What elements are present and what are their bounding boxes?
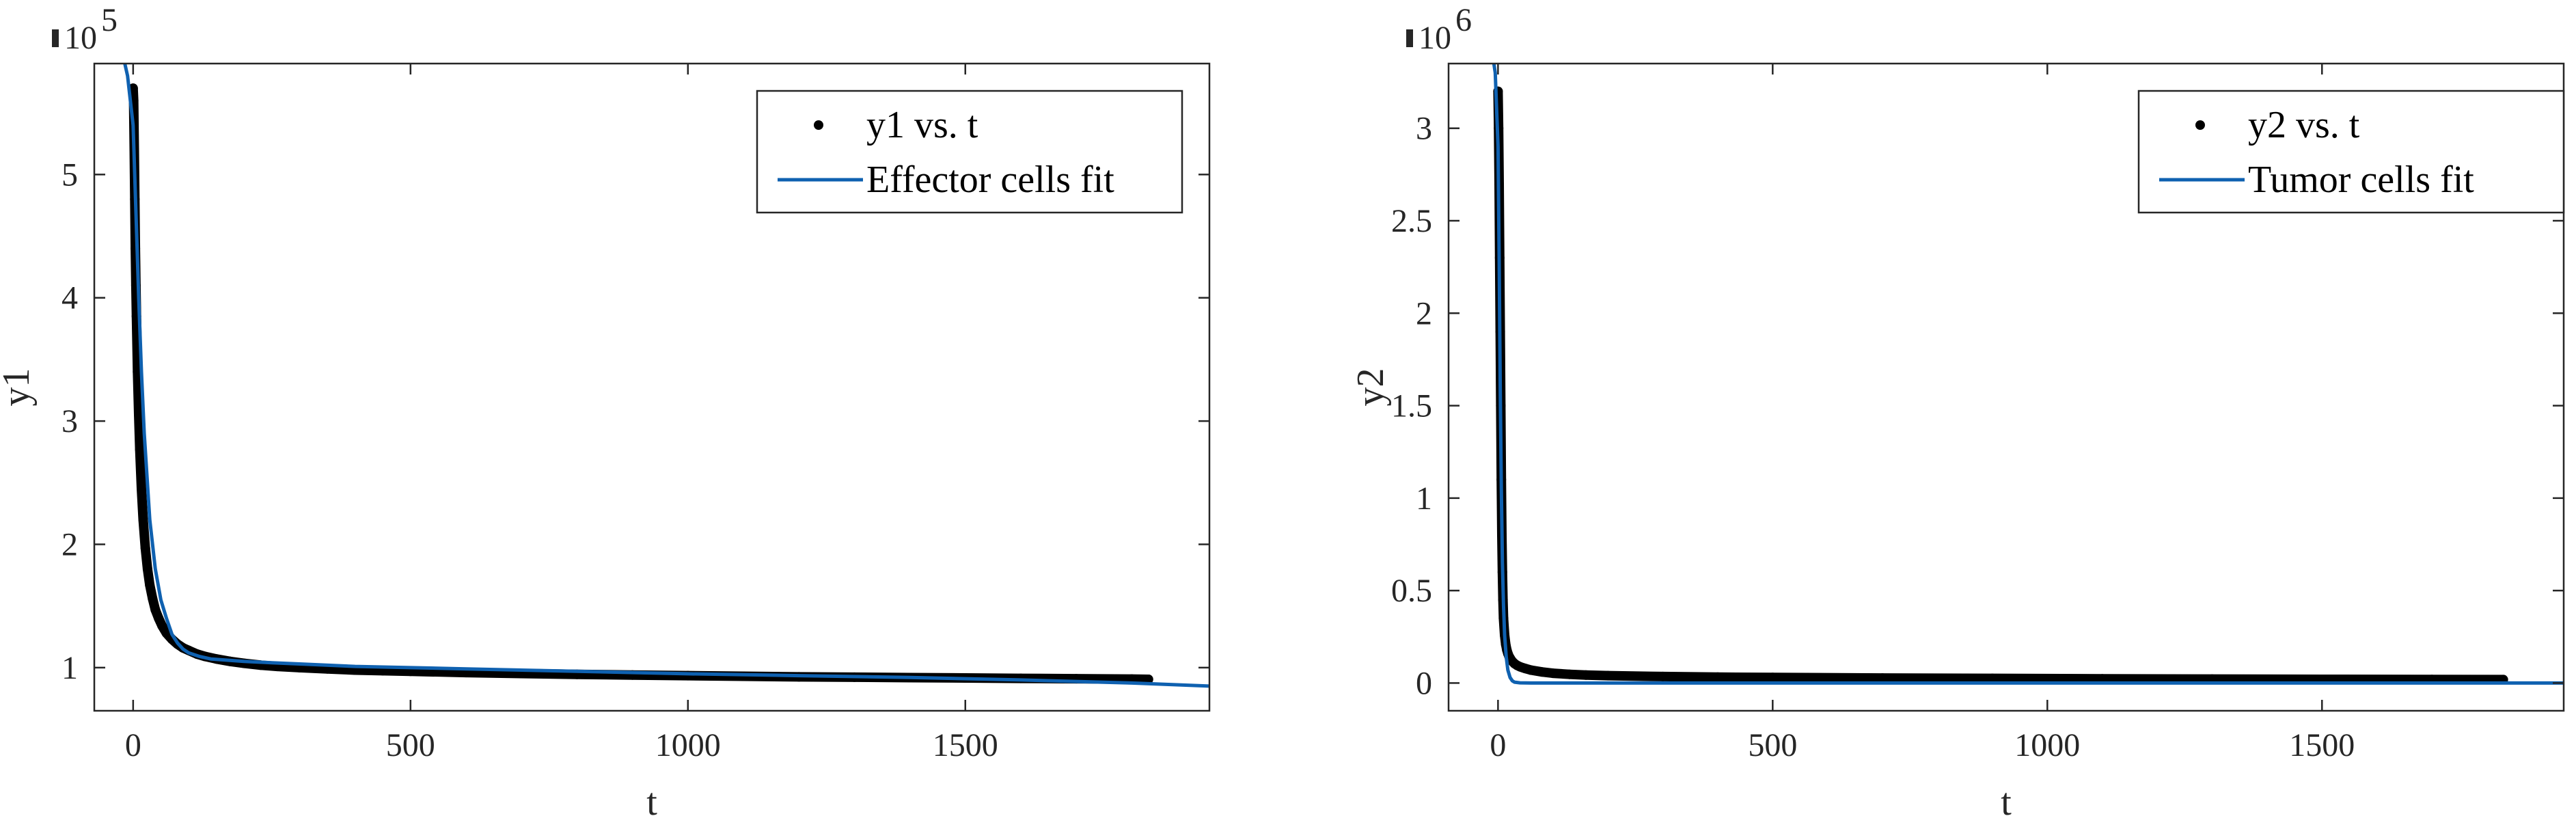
plot-data-layer bbox=[123, 64, 1209, 688]
x-axis-label: t bbox=[2001, 781, 2012, 824]
legend-label-fit: Effector cells fit bbox=[866, 159, 1114, 201]
fit-line bbox=[1492, 64, 2564, 685]
legend: y2 vs. t Tumor cells fit bbox=[2137, 90, 2565, 214]
legend-label-points: y2 vs. t bbox=[2248, 104, 2360, 146]
y-tick-label: 1.5 bbox=[1391, 388, 1432, 424]
y-exponent-base: 10 bbox=[64, 20, 97, 56]
axes-box bbox=[1447, 62, 2565, 712]
legend-marker-points bbox=[814, 120, 823, 130]
data-point bbox=[145, 580, 155, 590]
tick-layer: 0 500 1000 1500 1 2 3 4 5 bbox=[61, 64, 1209, 763]
y-axis-label: y1 bbox=[0, 368, 38, 407]
legend-box bbox=[2137, 90, 2565, 214]
data-point bbox=[1712, 672, 1723, 682]
plot-data-layer bbox=[1492, 64, 2564, 685]
y-tick-label: 5 bbox=[61, 157, 78, 193]
x-tick-label: 500 bbox=[386, 727, 435, 763]
x-tick-label: 0 bbox=[125, 727, 141, 763]
data-point bbox=[1526, 665, 1536, 675]
data-point bbox=[1603, 670, 1613, 681]
effector-cells-plot: 0 500 1000 1500 1 2 3 4 5 10 5 t y1 y1 vs. t Eff… bbox=[0, 2, 1211, 824]
x-tick-label: 0 bbox=[1490, 727, 1506, 763]
data-point bbox=[150, 605, 161, 615]
data-point bbox=[148, 593, 158, 603]
data-point bbox=[1987, 673, 1997, 683]
data-point bbox=[140, 543, 150, 553]
fit-line bbox=[123, 64, 1209, 688]
exponent-marker bbox=[52, 29, 59, 47]
x-tick-label: 500 bbox=[1748, 727, 1797, 763]
x-axis-label: t bbox=[646, 781, 657, 824]
y-tick-label: 3 bbox=[61, 403, 78, 439]
y-exponent-power: 6 bbox=[1455, 2, 1472, 38]
legend-label-points: y1 vs. t bbox=[866, 104, 978, 146]
data-point bbox=[142, 564, 152, 574]
data-point bbox=[1564, 669, 1574, 679]
data-point bbox=[157, 621, 167, 631]
data-point bbox=[161, 628, 172, 638]
data-point bbox=[1658, 671, 1668, 681]
data-point bbox=[1143, 675, 1153, 684]
legend-box bbox=[756, 90, 1183, 214]
data-point bbox=[138, 515, 148, 525]
x-tick-label: 1500 bbox=[2289, 727, 2355, 763]
y-tick-label: 1 bbox=[61, 650, 78, 686]
data-point bbox=[1537, 667, 1547, 677]
y-tick-label: 3 bbox=[1416, 111, 1432, 147]
y-tick-label: 2.5 bbox=[1391, 203, 1432, 239]
y-tick-label: 0 bbox=[1416, 665, 1432, 701]
data-point bbox=[1768, 672, 1778, 683]
data-point bbox=[1548, 668, 1558, 679]
data-point bbox=[154, 613, 164, 623]
axes-box bbox=[93, 62, 1211, 712]
x-tick-label: 1000 bbox=[655, 727, 721, 763]
y-tick-label: 1 bbox=[1416, 480, 1432, 517]
y-exponent-power: 5 bbox=[101, 2, 118, 38]
data-point bbox=[137, 484, 146, 494]
y-tick-label: 2 bbox=[1416, 295, 1432, 331]
tumor-cells-plot: 0 500 1000 1500 0 0.5 1 1.5 2 2.5 3 10 6 t y2 y2 v… bbox=[1349, 2, 2565, 824]
y-exponent-base: 10 bbox=[1419, 20, 1451, 56]
y-tick-label: 0.5 bbox=[1391, 573, 1432, 609]
exponent-marker bbox=[1406, 29, 1413, 47]
y-axis-label: y2 bbox=[1349, 368, 1392, 407]
y-tick-label: 2 bbox=[61, 526, 78, 562]
y-tick-label: 4 bbox=[61, 280, 78, 316]
x-tick-label: 1500 bbox=[933, 727, 998, 763]
legend: y1 vs. t Effector cells fit bbox=[756, 90, 1183, 214]
data-point bbox=[1581, 670, 1591, 680]
data-point bbox=[1878, 673, 1888, 683]
data-point bbox=[134, 410, 143, 420]
legend-marker-points bbox=[2195, 120, 2205, 130]
legend-label-fit: Tumor cells fit bbox=[2248, 159, 2474, 201]
data-point bbox=[2097, 674, 2107, 684]
x-tick-label: 1000 bbox=[2014, 727, 2080, 763]
data-point bbox=[135, 444, 145, 454]
